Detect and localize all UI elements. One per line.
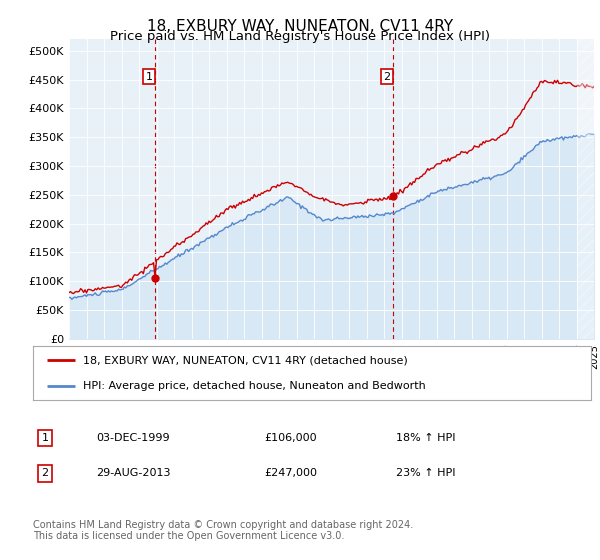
Text: 29-AUG-2013: 29-AUG-2013	[96, 468, 170, 478]
Text: 23% ↑ HPI: 23% ↑ HPI	[396, 468, 455, 478]
Text: 18, EXBURY WAY, NUNEATON, CV11 4RY: 18, EXBURY WAY, NUNEATON, CV11 4RY	[147, 19, 453, 34]
Text: 18, EXBURY WAY, NUNEATON, CV11 4RY (detached house): 18, EXBURY WAY, NUNEATON, CV11 4RY (deta…	[83, 356, 408, 365]
Text: £247,000: £247,000	[264, 468, 317, 478]
Text: 2: 2	[41, 468, 49, 478]
Text: 18% ↑ HPI: 18% ↑ HPI	[396, 433, 455, 443]
Text: Contains HM Land Registry data © Crown copyright and database right 2024.
This d: Contains HM Land Registry data © Crown c…	[33, 520, 413, 542]
Text: 2: 2	[383, 72, 391, 82]
Text: Price paid vs. HM Land Registry's House Price Index (HPI): Price paid vs. HM Land Registry's House …	[110, 30, 490, 43]
Text: £106,000: £106,000	[264, 433, 317, 443]
Text: 03-DEC-1999: 03-DEC-1999	[96, 433, 170, 443]
Text: HPI: Average price, detached house, Nuneaton and Bedworth: HPI: Average price, detached house, Nune…	[83, 381, 426, 390]
Text: 1: 1	[41, 433, 49, 443]
Text: 1: 1	[146, 72, 153, 82]
